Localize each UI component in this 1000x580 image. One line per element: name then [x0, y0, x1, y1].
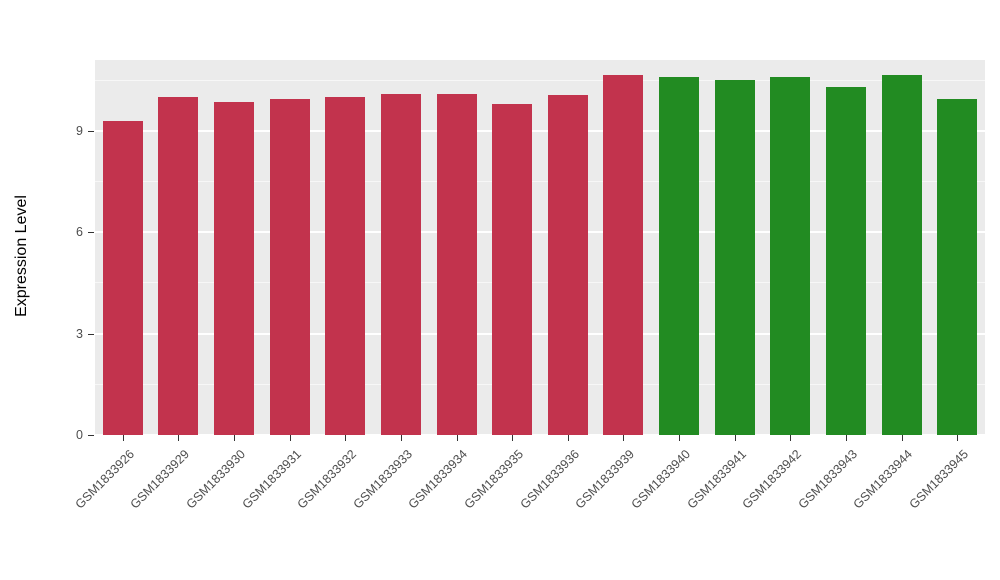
bar [770, 76, 811, 435]
x-tick-mark [122, 435, 124, 441]
x-tick-mark [178, 435, 180, 441]
y-tick-mark [88, 435, 94, 436]
gridline-minor [95, 282, 985, 284]
plot-area [95, 60, 985, 436]
x-tick-label: GSM1833930 [183, 447, 248, 512]
gridline-major [95, 332, 985, 335]
x-tick-label: GSM1833934 [406, 447, 471, 512]
y-tick-mark [88, 333, 94, 335]
bar [492, 103, 533, 435]
x-tick-mark [456, 435, 458, 441]
x-tick-label: GSM1833940 [628, 447, 693, 512]
x-tick-label: GSM1833945 [906, 447, 972, 512]
x-tick-mark [679, 435, 681, 441]
gridline-major [95, 434, 985, 436]
x-tick-mark [345, 435, 347, 441]
gridline-minor [95, 181, 985, 183]
gridline-major [95, 129, 985, 132]
x-tick-mark [623, 435, 625, 441]
x-tick-mark [957, 435, 959, 441]
x-tick-label: GSM1833939 [572, 447, 638, 512]
y-tick-label: 3 [76, 326, 83, 341]
bar [380, 93, 421, 435]
bar [436, 93, 477, 435]
y-tick-mark [88, 130, 94, 132]
bar [102, 120, 143, 435]
gridline-major [95, 231, 985, 234]
bar [659, 76, 700, 435]
x-tick-mark [845, 435, 847, 441]
gridline-minor [95, 79, 985, 81]
x-tick-label: GSM1833932 [294, 447, 360, 512]
x-tick-label: GSM1833942 [739, 447, 805, 512]
x-tick-mark [901, 435, 903, 441]
bar [547, 95, 588, 435]
gridline-minor [95, 383, 985, 385]
x-tick-mark [234, 435, 236, 441]
x-tick-mark [400, 435, 402, 441]
y-axis-label: Expression Level [13, 195, 30, 317]
x-tick-mark [289, 435, 291, 441]
x-tick-label: GSM1833929 [127, 447, 193, 512]
bar [269, 98, 310, 435]
bar [937, 98, 978, 435]
bar [214, 102, 255, 435]
y-tick-label: 6 [76, 225, 83, 240]
y-tick-mark [88, 232, 94, 234]
bar [325, 97, 366, 435]
bar [158, 97, 199, 435]
bar [714, 80, 755, 435]
bar [603, 75, 644, 435]
x-tick-mark [790, 435, 792, 441]
x-tick-mark [512, 435, 514, 441]
x-tick-mark [734, 435, 736, 441]
y-tick-label: 0 [76, 428, 83, 442]
y-tick-label: 9 [76, 123, 83, 138]
x-tick-mark [567, 435, 569, 441]
x-tick-label: GSM1833935 [461, 447, 527, 512]
bar [825, 87, 866, 435]
x-tick-label: GSM1833944 [851, 447, 916, 512]
bar [881, 75, 922, 435]
